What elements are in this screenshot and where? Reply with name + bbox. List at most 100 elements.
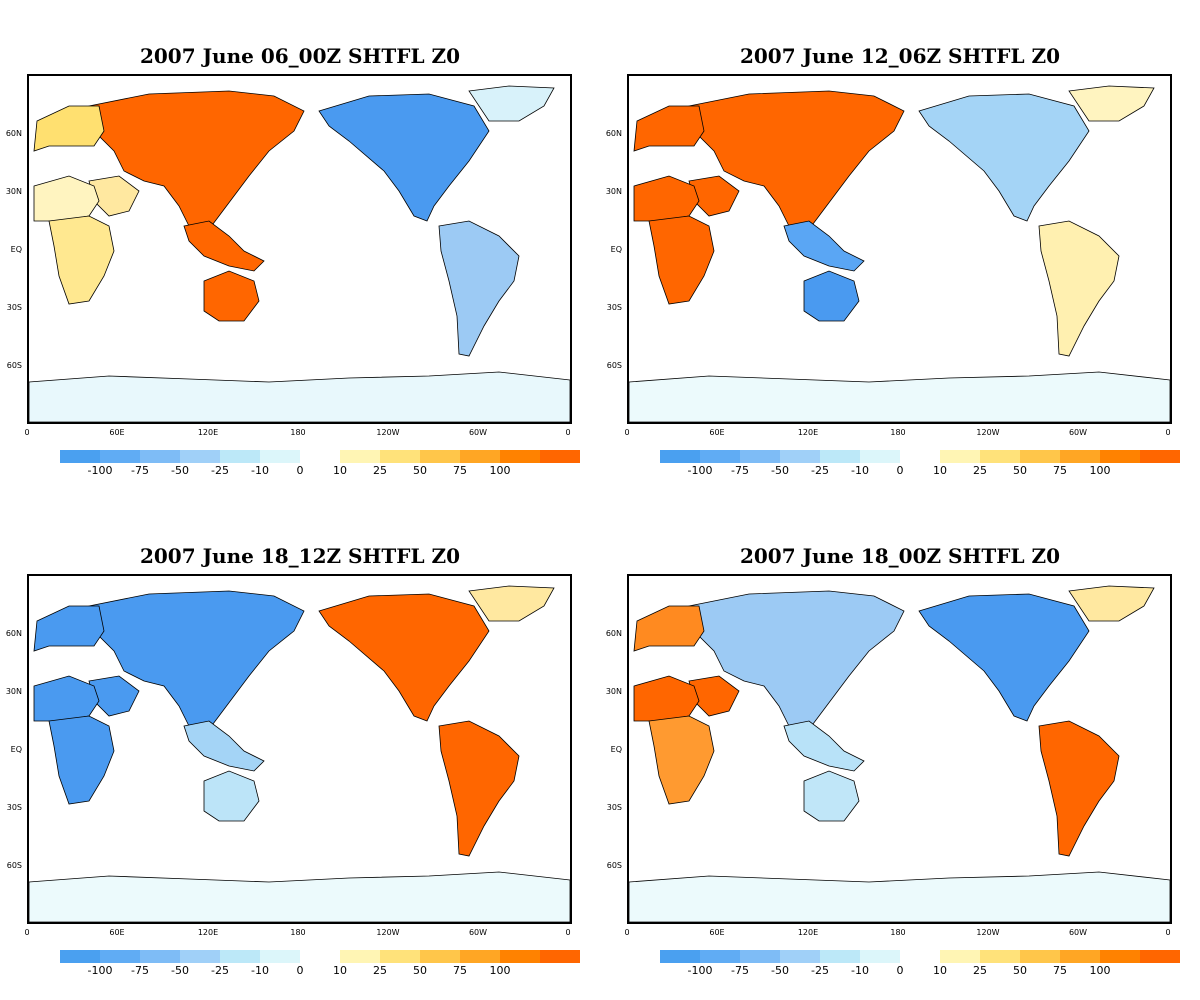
- colorbar-swatch: [860, 450, 900, 463]
- colorbar-label: 50: [1013, 464, 1027, 477]
- map-area: [27, 574, 572, 924]
- region-africa-north: [33, 675, 100, 722]
- colorbar-swatch: [740, 950, 780, 963]
- region-se-asia: [183, 720, 265, 772]
- region-australia: [803, 270, 860, 322]
- region-south-america: [1038, 220, 1120, 357]
- colorbar: -100 -75 -50 -25 -10 0 10 25 50 75 100: [660, 450, 1180, 480]
- colorbar-label: -50: [171, 464, 189, 477]
- colorbar-swatch: [1020, 950, 1060, 963]
- region-africa-south: [48, 715, 115, 805]
- colorbar-label: 10: [333, 464, 347, 477]
- colorbar: -100 -75 -50 -25 -10 0 10 25 50 75 100: [660, 950, 1180, 980]
- region-se-asia: [183, 220, 265, 272]
- colorbar-swatch: [420, 450, 460, 463]
- colorbar-swatch: [100, 450, 140, 463]
- colorbar-label: 0: [896, 964, 904, 977]
- colorbar-label: -50: [771, 964, 789, 977]
- lon-label: 180: [290, 428, 306, 437]
- map-panel: 2007 June 18_12Z SHTFL Z0 60N 30N EQ 30S 60S 0…: [0, 500, 600, 1000]
- region-south-america: [1038, 720, 1120, 857]
- colorbar-swatch: [340, 450, 380, 463]
- lon-label: 60W: [468, 428, 488, 437]
- colorbar-label: 75: [1053, 964, 1067, 977]
- colorbar-label: 10: [333, 964, 347, 977]
- colorbar-swatch: [700, 950, 740, 963]
- colorbar-label: 50: [413, 464, 427, 477]
- lat-label: 60N: [605, 129, 622, 138]
- colorbar-label: -25: [811, 464, 829, 477]
- region-africa-south: [648, 715, 715, 805]
- colorbar-label: 10: [933, 464, 947, 477]
- lon-label: 120W: [976, 928, 1000, 937]
- region-eurasia: [688, 90, 905, 237]
- colorbar-label: -100: [87, 964, 113, 977]
- colorbar-label: 75: [1053, 464, 1067, 477]
- lon-label: 60E: [709, 928, 725, 937]
- lat-label: 30S: [6, 803, 22, 812]
- lon-label: 0: [565, 928, 571, 937]
- colorbar-label: -10: [251, 464, 269, 477]
- lon-label: 0: [1165, 428, 1171, 437]
- shaded-map: [29, 85, 570, 422]
- lon-label: 0: [624, 428, 630, 437]
- lon-label: 60E: [109, 428, 125, 437]
- colorbar-label: 100: [1089, 964, 1111, 977]
- map-panel: 2007 June 12_06Z SHTFL Z0 60N 30N EQ 30S 60S 0…: [600, 0, 1200, 500]
- colorbar-label: 50: [1013, 964, 1027, 977]
- region-europe-west: [633, 605, 705, 652]
- colorbar-label: 0: [296, 964, 304, 977]
- region-greenland: [468, 85, 555, 122]
- colorbar-swatch: [1140, 950, 1180, 963]
- region-antarctica: [29, 371, 570, 422]
- region-south-america: [438, 720, 520, 857]
- lat-label: 60S: [606, 361, 622, 370]
- colorbar-label: -75: [131, 964, 149, 977]
- colorbar-label: 0: [896, 464, 904, 477]
- region-europe-west: [33, 605, 105, 652]
- lon-label: 120W: [376, 928, 400, 937]
- colorbar-label: -25: [811, 964, 829, 977]
- colorbar-label: 0: [296, 464, 304, 477]
- colorbar-swatch: [780, 450, 820, 463]
- region-se-asia: [783, 220, 865, 272]
- lat-label: 60S: [6, 861, 22, 870]
- colorbar-swatch: [1020, 450, 1060, 463]
- colorbar-label: -100: [687, 464, 713, 477]
- region-eurasia: [88, 90, 305, 237]
- region-se-asia: [783, 720, 865, 772]
- region-eurasia: [88, 590, 305, 737]
- colorbar-swatch: [820, 950, 860, 963]
- colorbar-swatch: [660, 950, 700, 963]
- colorbar-swatch: [1100, 950, 1140, 963]
- region-africa-south: [48, 215, 115, 305]
- lon-label: 0: [624, 928, 630, 937]
- region-north-america: [918, 93, 1090, 222]
- colorbar-swatch: [540, 450, 580, 463]
- colorbar-swatch: [60, 950, 100, 963]
- colorbar-swatch: [980, 450, 1020, 463]
- lon-label: 60W: [468, 928, 488, 937]
- lon-label: 0: [24, 928, 30, 937]
- lon-label: 120E: [197, 928, 219, 937]
- colorbar-label: 25: [973, 964, 987, 977]
- colorbar-swatch: [1140, 450, 1180, 463]
- colorbar-swatch: [540, 950, 580, 963]
- region-greenland: [1068, 85, 1155, 122]
- lat-label: 30S: [606, 303, 622, 312]
- region-africa-north: [633, 675, 700, 722]
- colorbar-label: 10: [933, 964, 947, 977]
- colorbar-swatch: [980, 950, 1020, 963]
- colorbar-swatch: [500, 450, 540, 463]
- colorbar-label: 25: [373, 964, 387, 977]
- lat-label: 60N: [605, 629, 622, 638]
- colorbar-swatch: [260, 950, 300, 963]
- lon-label: 120E: [797, 428, 819, 437]
- colorbar-label: -75: [131, 464, 149, 477]
- colorbar-label: -50: [771, 464, 789, 477]
- map-area: [627, 574, 1172, 924]
- colorbar-swatch: [1100, 450, 1140, 463]
- shaded-map: [629, 85, 1170, 422]
- colorbar-swatch: [700, 450, 740, 463]
- colorbar-swatch: [1060, 950, 1100, 963]
